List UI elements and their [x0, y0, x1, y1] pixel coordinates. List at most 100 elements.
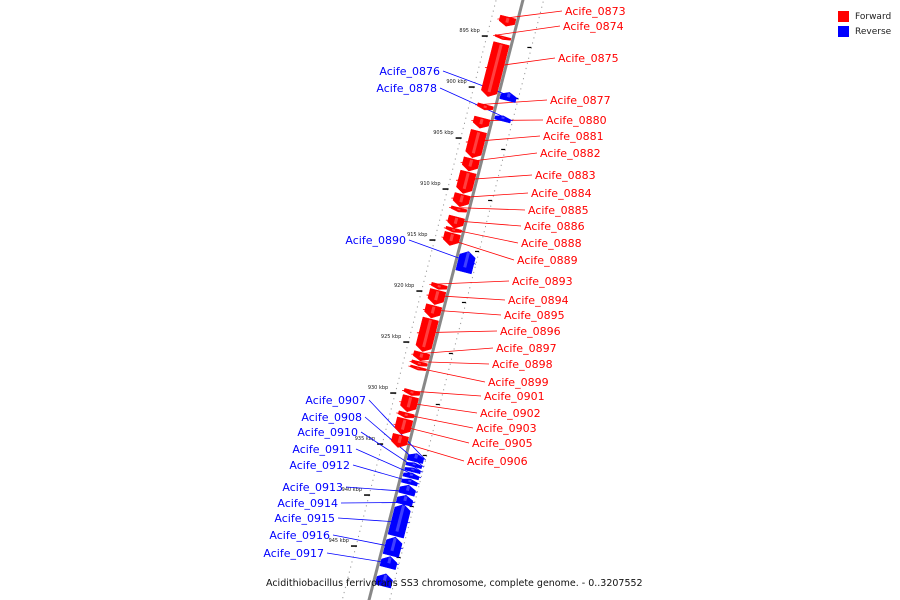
ruler-dot [348, 571, 350, 573]
ruler-dot [475, 76, 477, 79]
ruler-dot [394, 577, 396, 580]
ruler-dot [515, 108, 517, 110]
ruler-dot [415, 496, 417, 498]
forward-gene [397, 410, 415, 419]
ruler-dot [364, 510, 366, 512]
ruler-dot [444, 384, 446, 386]
ruler-dot [482, 51, 484, 53]
ruler-dot [483, 231, 485, 233]
ruler-dot [461, 132, 463, 135]
forward-swatch-icon [838, 11, 849, 22]
gene-label: Acife_0878 [376, 82, 437, 95]
ruler-dot [418, 486, 420, 488]
ruler-dot [369, 489, 371, 492]
reverse-gene [455, 251, 476, 275]
ruler-dot [427, 265, 429, 267]
reverse-gene [405, 462, 423, 470]
ruler-dot [494, 5, 496, 7]
forward-gene [498, 14, 517, 27]
forward-gene [427, 288, 447, 305]
ruler-dot [456, 338, 458, 340]
ruler-dot [422, 470, 424, 472]
forward-gene [442, 230, 461, 246]
gene-label: Acife_0886 [524, 220, 585, 233]
ruler-dot [495, 0, 497, 2]
ruler-dot [500, 164, 502, 166]
ruler-dot [481, 241, 483, 243]
ruler-dot [389, 413, 391, 415]
ruler-dot [448, 368, 450, 370]
gene-labels: Acife_0873 Acife_0874 Acife_0875 Acife_0877… [263, 5, 625, 560]
kbp-tick-label: 940 kbp [342, 487, 362, 493]
forward-gene [415, 316, 439, 352]
ruler-dot [458, 327, 460, 330]
gene-label: Acife_0912 [289, 459, 350, 472]
gene-shading [449, 233, 454, 242]
gene-shading [382, 574, 388, 582]
forward-gene [412, 350, 431, 362]
gene-shading [479, 118, 484, 125]
kbp-tick-label: 905 kbp [433, 130, 453, 136]
ruler-dot [390, 593, 392, 595]
gene-shading [430, 306, 436, 314]
ruler-dot [461, 317, 463, 319]
gene-label: Acife_0901 [484, 390, 545, 403]
ruler-dot [430, 440, 432, 442]
ruler-dot [396, 572, 398, 574]
gene-label: Acife_0880 [546, 114, 607, 127]
gene-label: Acife_0897 [496, 342, 557, 355]
legend-item-reverse[interactable]: Reverse [838, 24, 891, 39]
ruler-dot [402, 547, 404, 549]
ruler-dot [449, 363, 451, 365]
ruler-dot [373, 474, 375, 476]
ruler-dot [492, 10, 494, 12]
ruler-dot [498, 174, 500, 177]
ruler-dot [450, 173, 452, 175]
ruler-dot [509, 129, 511, 131]
gene-label: Acife_0876 [379, 65, 440, 78]
forward-gene [403, 388, 421, 396]
gene-shading [390, 537, 397, 552]
label-connector [493, 25, 561, 36]
ruler-dot [432, 429, 434, 432]
ruler-dot [405, 352, 407, 354]
ruler-dot [457, 333, 459, 335]
gene-label: Acife_0899 [488, 376, 549, 389]
ruler-dot [496, 180, 498, 182]
reverse-gene [398, 484, 416, 497]
ruler-dot [503, 154, 505, 156]
ruler-dot [393, 398, 395, 400]
forward-gene [452, 192, 471, 208]
ruler-dot [516, 103, 518, 105]
ruler-dot [486, 220, 488, 223]
ruler-dot [541, 6, 543, 8]
ruler-dot [428, 260, 430, 262]
gene-label: Acife_0881 [543, 130, 604, 143]
label-connector [439, 87, 513, 122]
ruler-dot [409, 336, 411, 339]
gene-shading [434, 291, 440, 301]
gene-label: Acife_0905 [472, 437, 533, 450]
ruler-dot [378, 454, 380, 456]
ruler-dot [463, 122, 465, 124]
ruler-dot [402, 362, 404, 364]
ruler-dot [439, 219, 441, 221]
legend-item-forward[interactable]: Forward [838, 9, 891, 24]
ruler-dot [529, 52, 531, 54]
ruler-dot [390, 408, 392, 410]
gene-label: Acife_0883 [535, 169, 596, 182]
gene-label: Acife_0911 [292, 443, 353, 456]
forward-gene [410, 364, 427, 371]
forward-gene [424, 303, 443, 319]
ruler-dot [539, 11, 541, 13]
ruler-dot [538, 16, 540, 19]
ruler-dot [375, 469, 377, 471]
forward-gene [447, 214, 466, 229]
ruler-dot [452, 168, 454, 170]
ruler-dot [533, 37, 535, 39]
ruler-dot [502, 159, 504, 161]
gene-shading [459, 195, 464, 203]
ruler-dot [344, 586, 346, 589]
ruler-dot [403, 357, 405, 359]
ruler-dot [467, 292, 469, 294]
